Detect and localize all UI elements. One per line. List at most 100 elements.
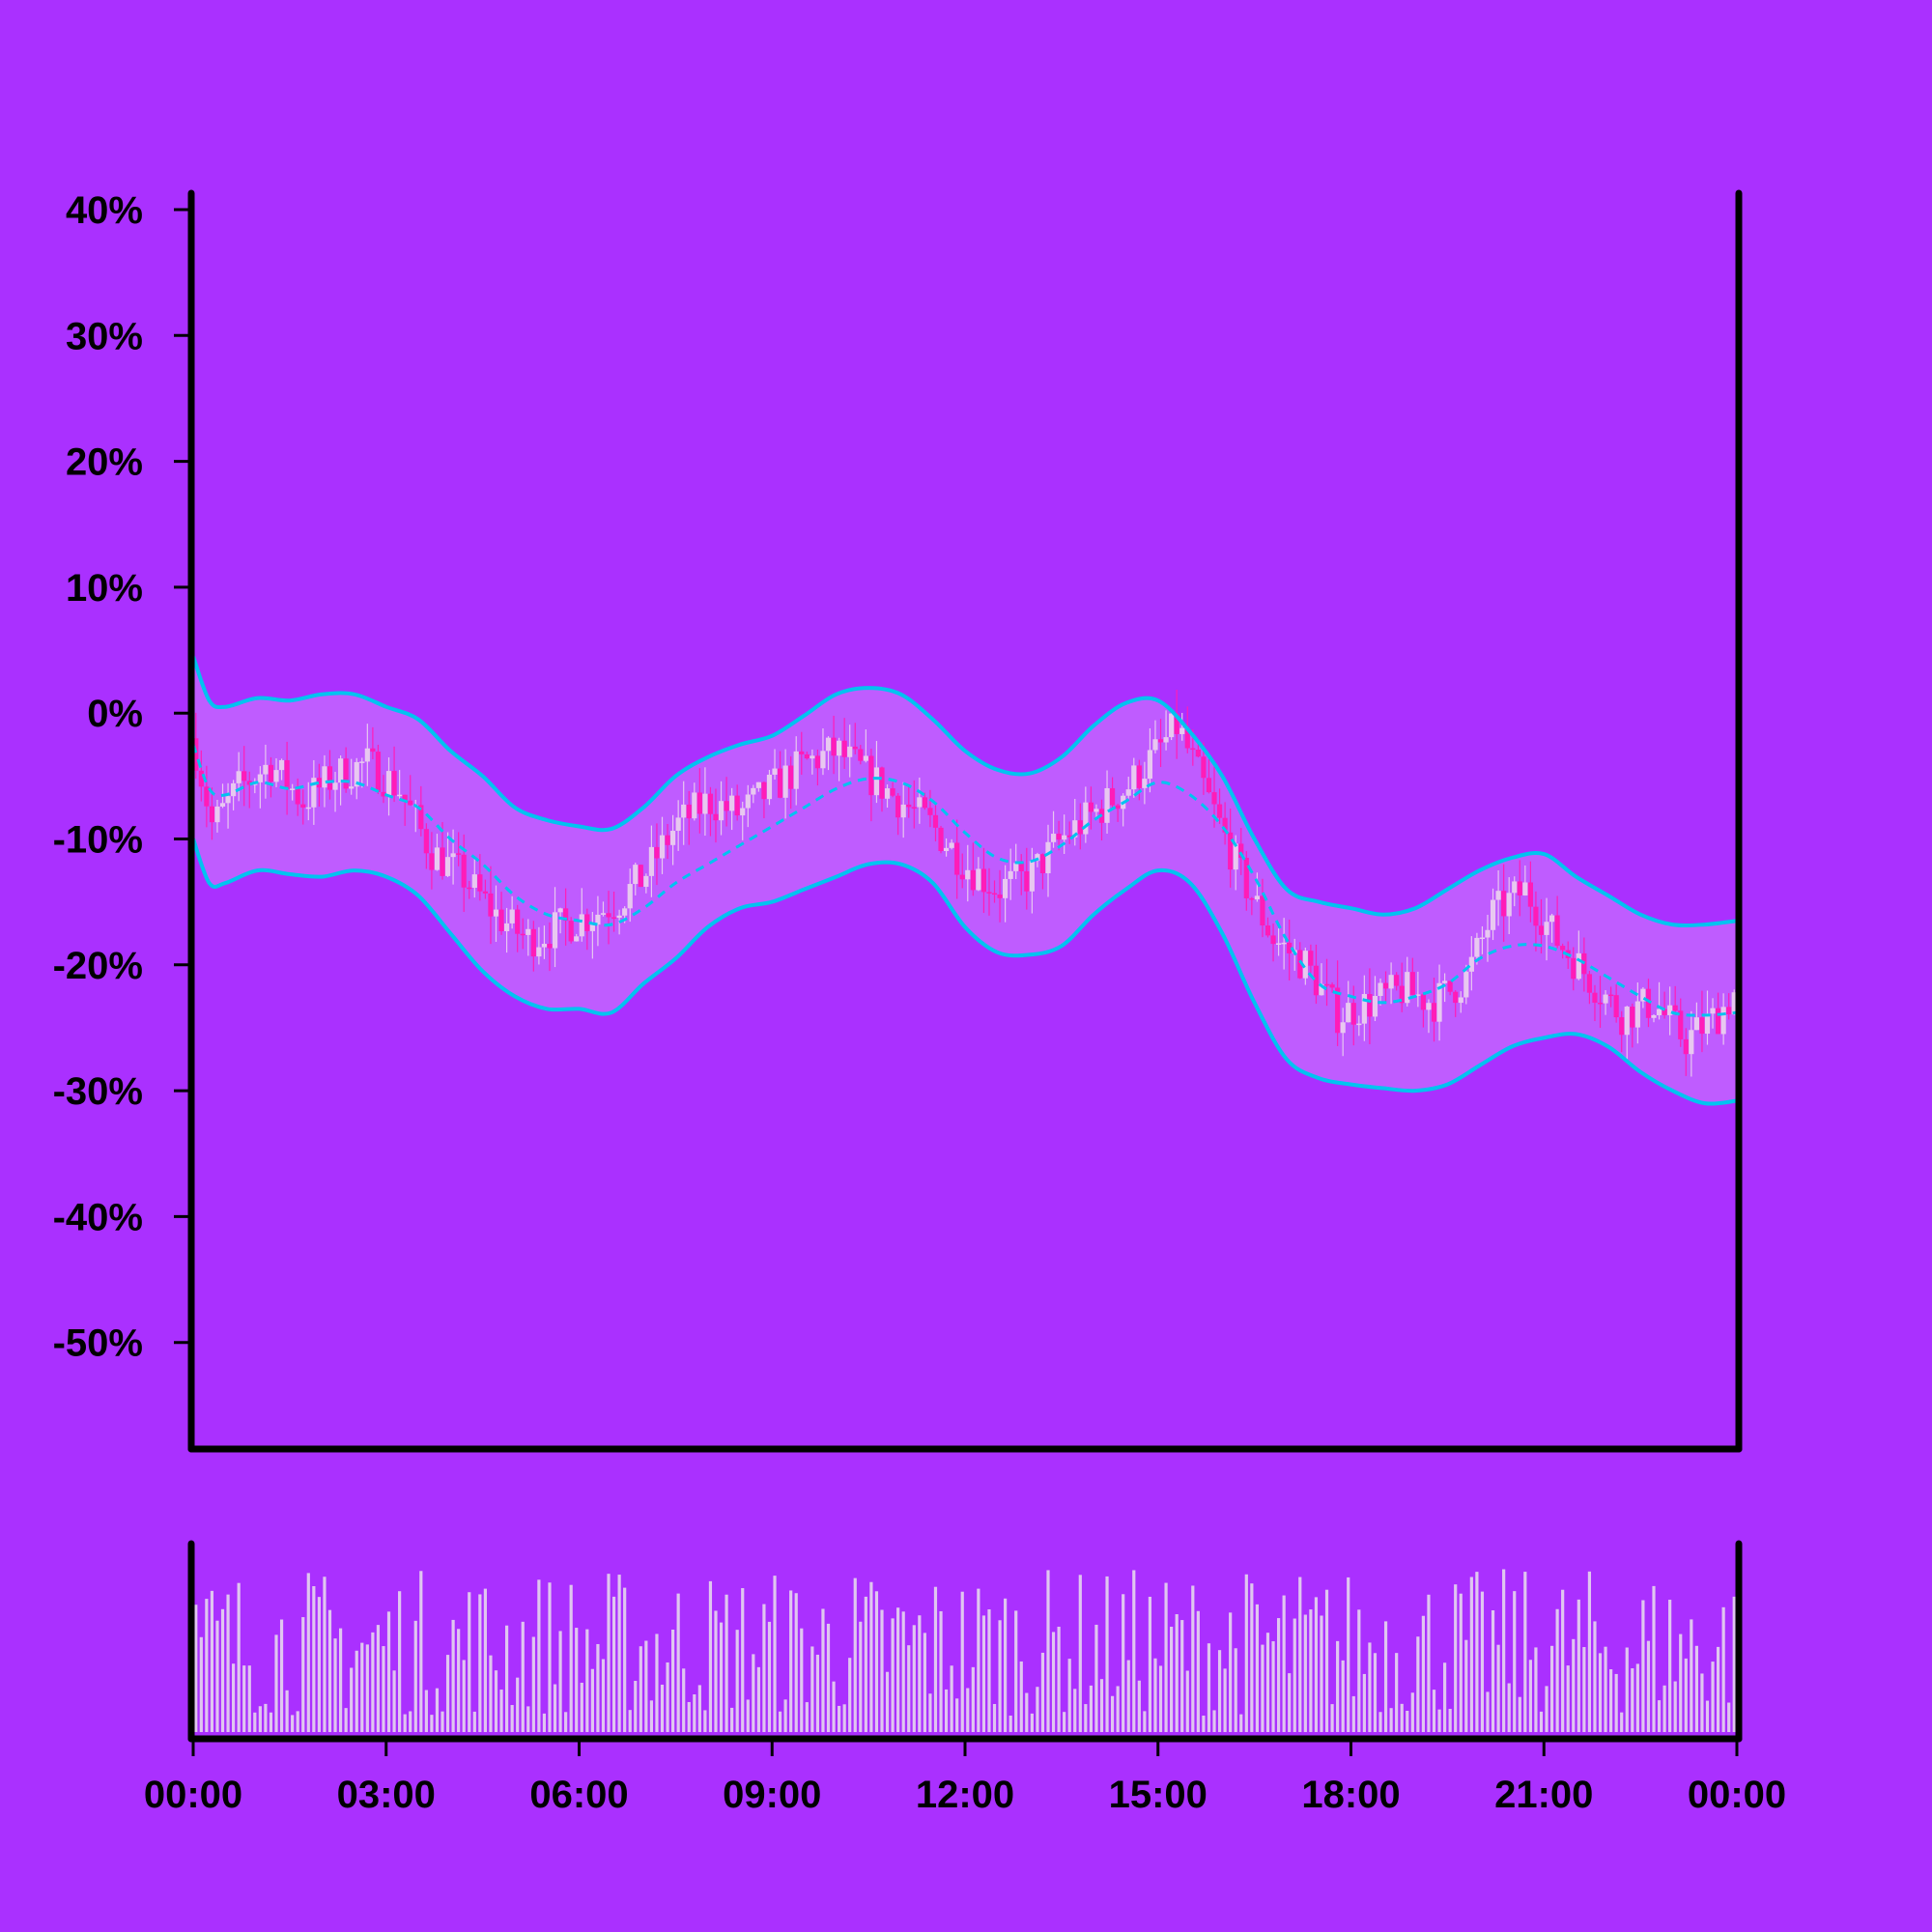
candle-body [1003,878,1009,898]
volume-bar [1427,1594,1431,1732]
volume-bar [478,1594,482,1732]
candle-body [1184,727,1190,749]
volume-bar [1239,1714,1243,1732]
candle-body [1667,1005,1673,1015]
candle-body [1136,765,1142,788]
volume-bar [403,1714,407,1732]
volume-bar [1475,1572,1479,1732]
candle-body [1008,870,1013,879]
candle-body [1485,929,1491,938]
volume-bar [1191,1585,1195,1732]
candle-body [1088,802,1094,812]
candle-body [1056,834,1062,840]
x-tick-label: 06:00 [529,1774,628,1816]
volume-bar [445,1655,450,1732]
candle-body [1190,748,1196,751]
volume-bar [623,1587,627,1732]
candle-body [349,786,355,789]
candle-body [434,847,440,870]
volume-bar [419,1571,423,1732]
volume-bar [1341,1660,1345,1732]
volume-bar [693,1694,696,1732]
candle-body [959,874,965,880]
volume-bar [928,1693,932,1732]
volume-bar [457,1629,461,1732]
candle-body [600,913,607,915]
volume-bar [1657,1700,1662,1732]
candle-body [242,771,247,781]
candle-body [1693,1017,1699,1031]
candle-body [970,869,976,891]
volume-bar [1549,1645,1554,1732]
volume-bar [398,1591,402,1732]
y-axis-ticks: 40% 30% 20% 10% 0% -10% -20% -30% -40% -50% [53,189,191,1365]
candle-body [852,746,858,750]
volume-bar [1164,1582,1168,1732]
volume-bar [617,1575,621,1732]
middle-band-line [191,744,1738,1017]
volume-bar [1293,1618,1296,1732]
volume-bar [966,1688,970,1732]
volume-bar [531,1636,535,1732]
volume-bar [548,1582,552,1732]
candle-body [932,814,939,828]
candle-body [1548,915,1555,923]
candle-body [1062,835,1067,840]
volume-bar [703,1710,707,1732]
candle-body [1527,882,1533,907]
volume-bar [1400,1703,1404,1732]
candle-body [1163,737,1169,743]
candle-body [477,874,483,892]
volume-bar [1609,1669,1613,1732]
volume-bar [1234,1648,1237,1732]
candle-body [825,737,832,752]
volume-bar [468,1592,471,1732]
upper-band-line [191,655,1738,928]
volume-bar [1732,1596,1736,1732]
candle-body [1640,988,1646,1002]
candle-body [643,875,649,888]
candle-body [1704,1013,1711,1035]
volume-bar [1014,1610,1018,1732]
volume-bar [939,1610,943,1732]
candle-body [1169,713,1175,738]
candle-body [906,804,912,808]
y-tick-label: -50% [53,1322,143,1365]
volume-bar [1265,1633,1270,1732]
volume-bar [1276,1618,1281,1732]
candle-body [986,892,992,894]
volume-bar [666,1662,669,1732]
volume-bar [815,1654,820,1732]
volume-bar [607,1574,611,1732]
x-tick-label: 09:00 [723,1774,821,1816]
volume-bar [333,1638,337,1732]
volume-bar [274,1634,278,1732]
candle-body [1656,1009,1662,1015]
candle-body [696,792,702,814]
volume-bar [1148,1596,1152,1732]
candle-body [761,781,767,800]
volume-bar [639,1646,642,1732]
candle-body [954,842,960,875]
candle-body [1104,787,1110,823]
candle-body [1624,1007,1630,1036]
candle-body [515,909,521,934]
volume-bar [1255,1604,1259,1732]
volume-bar [1073,1689,1077,1732]
candle-body [895,795,901,818]
volume-bar [1314,1597,1319,1732]
candle-body [1238,843,1244,859]
candle-body [965,869,971,880]
volume-bar [1673,1681,1677,1732]
x-tick-label: 00:00 [1688,1774,1786,1816]
volume-bar [1229,1612,1233,1732]
candle-body [429,853,435,870]
candle-body [1651,1014,1657,1018]
candle-body [1689,1030,1694,1055]
volume-bar [440,1711,444,1732]
volume-bar [344,1708,348,1732]
volume-bar [247,1665,251,1732]
volume-bar [1046,1570,1050,1732]
candle-body [991,893,998,895]
candle-body [1323,983,1330,986]
